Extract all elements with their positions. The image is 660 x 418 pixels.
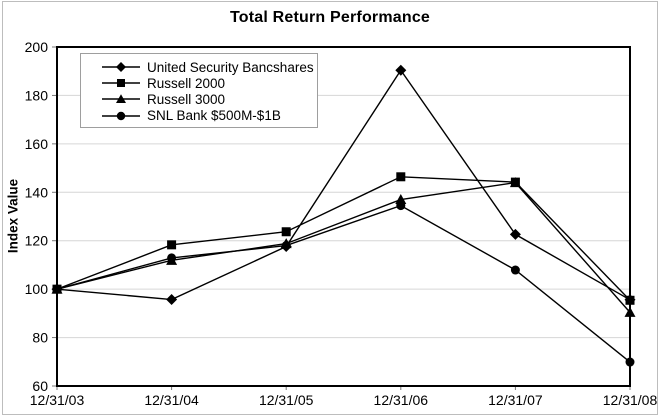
chart-title: Total Return Performance [229,9,431,26]
legend-item-russell-3000: Russell 3000 [102,91,317,107]
x-axis-ticks: 12/31/03 12/31/04 12/31/05 12/31/06 12/31/07… [30,386,658,408]
gridlines [57,94,630,339]
legend-item-snl-bank: SNL Bank $500M-$1B [102,108,317,124]
x-tick-label: 12/31/08 [603,392,658,408]
y-axis-title: Index Value [5,178,21,254]
legend: United Security Bancshares Russell 2000 … [80,53,318,128]
y-tick-label: 180 [25,87,49,103]
y-tick-label: 160 [25,136,49,152]
legend-label: SNL Bank $500M-$1B [147,108,281,124]
x-tick-label: 12/31/04 [144,392,199,408]
y-tick-label: 60 [32,378,48,394]
diamond-marker-icon [102,62,140,73]
legend-label: Russell 3000 [147,91,226,107]
y-tick-label: 100 [25,281,49,297]
legend-label: United Security Bancshares [147,59,314,75]
plot-frame [56,46,631,387]
y-tick-label: 140 [25,184,49,200]
y-tick-label: 80 [32,330,48,346]
legend-item-united-security-bancshares: United Security Bancshares [102,59,317,75]
x-tick-label: 12/31/05 [259,392,314,408]
y-tick-label: 200 [25,39,49,55]
legend-item-russell-2000: Russell 2000 [102,75,317,91]
square-marker-icon [102,79,140,88]
y-axis-ticks: 60 80 100 120 140 160 180 200 [25,39,57,394]
x-tick-label: 12/31/06 [374,392,429,408]
x-tick-label: 12/31/03 [30,392,85,408]
x-tick-label: 12/31/07 [488,392,543,408]
triangle-marker-icon [102,94,140,104]
legend-label: Russell 2000 [147,75,226,91]
series-snl-bank-500m-1b [52,201,635,367]
circle-marker-icon [102,111,140,120]
y-tick-label: 120 [25,233,49,249]
